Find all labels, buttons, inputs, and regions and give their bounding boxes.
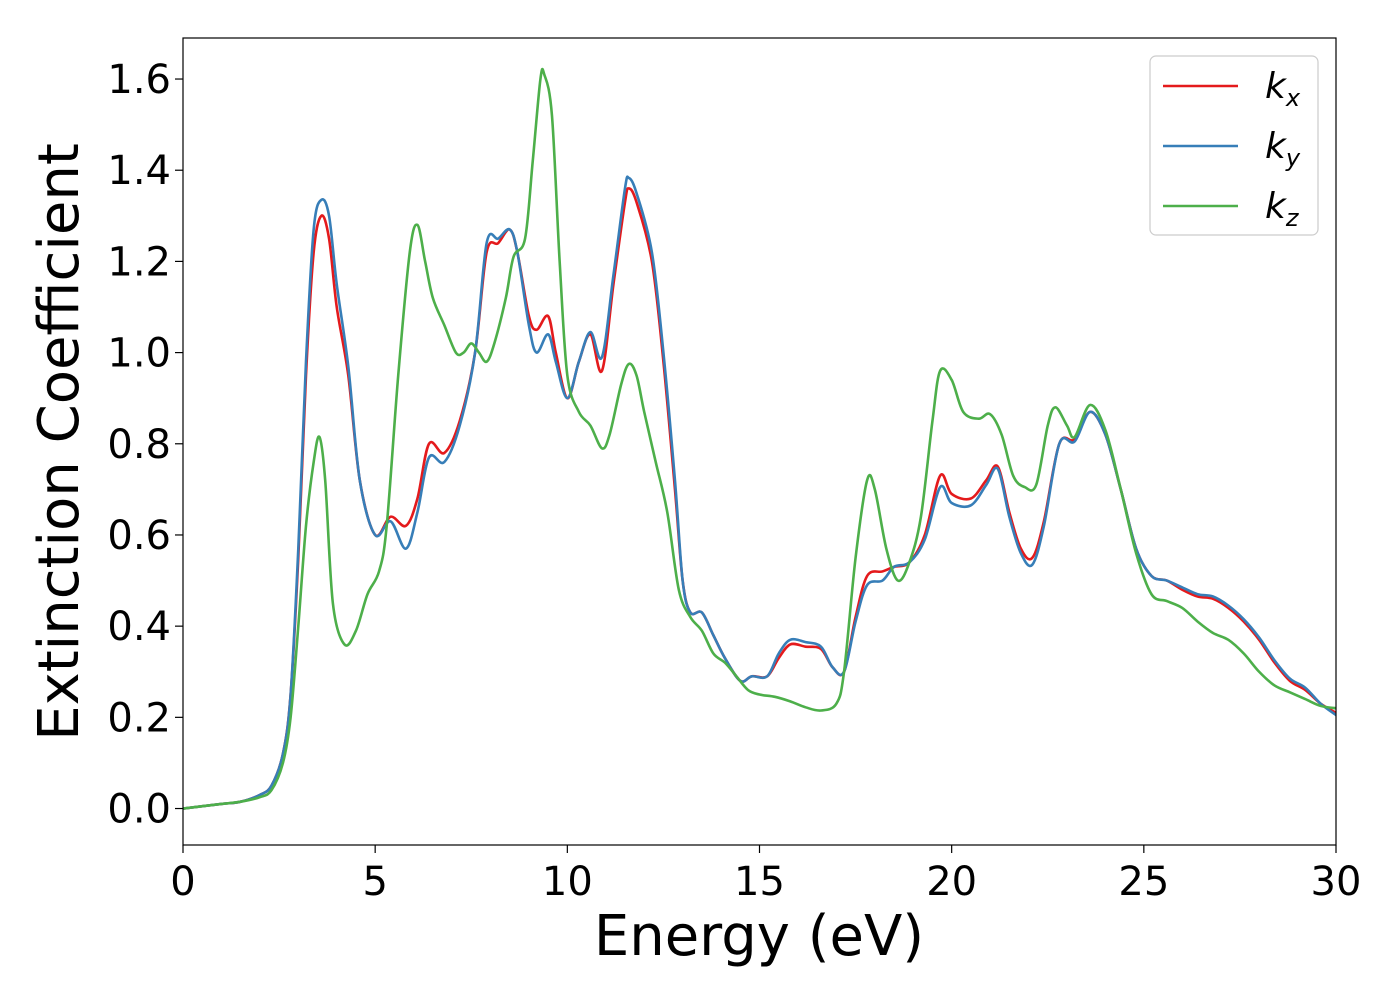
y-axis: 0.0 0.2 0.4 0.6 0.8 1.0 1.2 1.4 1.6 (107, 57, 183, 833)
legend-label-ky: ky (1265, 126, 1301, 172)
legend-label-kx: kx (1265, 66, 1301, 112)
series-lines (183, 67, 1336, 810)
y-tick-label: 0.0 (107, 787, 171, 833)
legend: kx ky kz (1149, 55, 1319, 236)
x-tick-label: 20 (926, 859, 977, 905)
plot-area (182, 37, 1337, 846)
y-axis-title: Extinction Coefficient (27, 143, 92, 741)
y-tick-label: 1.6 (107, 57, 171, 103)
x-tick-label: 25 (1118, 859, 1169, 905)
y-tick-label: 1.0 (107, 331, 171, 377)
x-tick-label: 10 (542, 859, 593, 905)
x-tick-label: 15 (734, 859, 785, 905)
series-line-kz (183, 67, 1336, 810)
x-tick-label: 30 (1311, 859, 1362, 905)
x-axis-title: Energy (eV) (594, 904, 924, 969)
y-tick-label: 0.2 (107, 695, 171, 741)
y-tick-label: 1.4 (107, 148, 171, 194)
x-axis: 0 5 10 15 20 25 30 (170, 845, 1361, 905)
x-tick-label: 0 (170, 859, 195, 905)
y-tick-label: 0.4 (107, 604, 171, 650)
legend-label-kz: kz (1265, 186, 1300, 232)
y-tick-label: 0.8 (107, 422, 171, 468)
y-tick-label: 1.2 (107, 239, 171, 285)
series-line-ky (183, 175, 1336, 810)
x-tick-label: 5 (362, 859, 387, 905)
y-tick-label: 0.6 (107, 513, 171, 559)
